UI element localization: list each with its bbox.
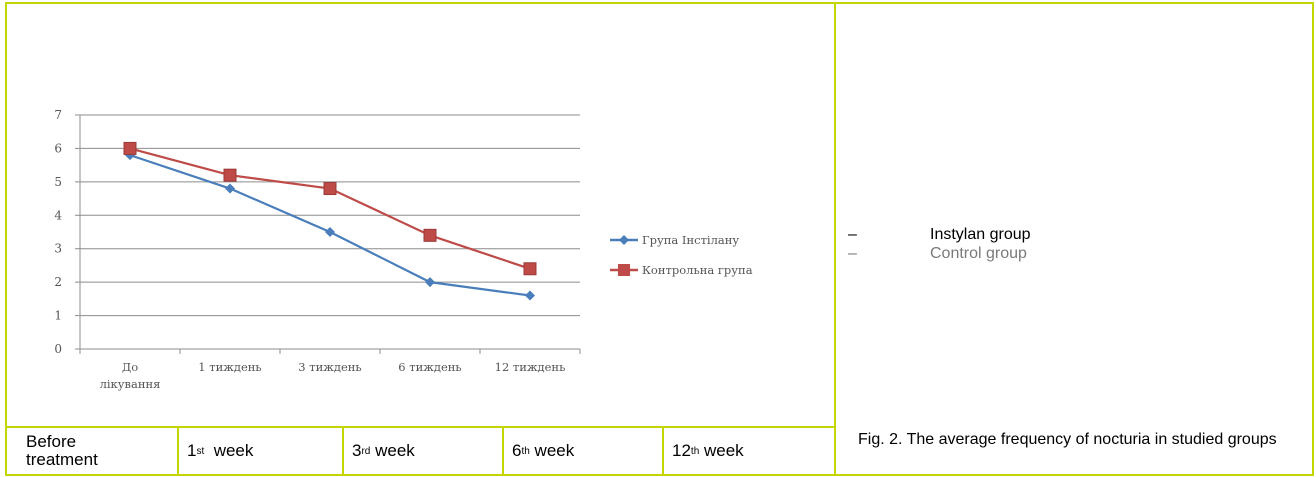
week-num: 6 xyxy=(512,441,522,460)
table-divider-3 xyxy=(502,426,504,476)
legend-marker xyxy=(619,235,629,245)
week-word: week xyxy=(370,441,415,460)
y-tick-label: 3 xyxy=(54,242,62,256)
week-word: week xyxy=(699,441,744,460)
data-point xyxy=(425,277,435,288)
data-point xyxy=(523,262,537,276)
data-point xyxy=(223,168,237,182)
week-num: 1 xyxy=(187,441,197,460)
y-tick-label: 1 xyxy=(54,309,62,323)
week-word: week xyxy=(204,441,254,460)
y-tick-label: 7 xyxy=(54,108,62,122)
legend-en-label: Instylan group xyxy=(930,226,1031,243)
week-num: 3 xyxy=(352,441,362,460)
week-num: 12 xyxy=(672,441,691,460)
table-divider-1 xyxy=(177,426,179,476)
data-point xyxy=(525,290,535,301)
y-tick-label: 6 xyxy=(54,141,62,155)
nocturia-line-chart: 0 1 2 3 4 5 6 7 До лікування 1 тиждень 3 тиждень 6 … xyxy=(54,108,753,391)
legend-label: Група Інстілану xyxy=(642,233,739,247)
legend-marker xyxy=(618,264,630,276)
frame-table-top-border xyxy=(5,426,835,428)
series-line xyxy=(129,154,531,297)
grid-lines xyxy=(80,114,580,317)
week-cell-before: Before treatment xyxy=(18,428,173,474)
week-cell-text: Before treatment xyxy=(26,432,98,469)
frame-left-border xyxy=(5,2,7,476)
legend-en-dash: – xyxy=(848,245,857,262)
frame-divider xyxy=(834,2,836,476)
table-divider-2 xyxy=(342,426,344,476)
x-tick-label: 1 тиждень xyxy=(198,360,261,374)
x-tick-labels: До лікування 1 тиждень 3 тиждень 6 тиждень 12… xyxy=(100,360,566,391)
legend-label: Контрольна група xyxy=(642,263,753,277)
data-point xyxy=(123,141,137,155)
week-ordinal: st xyxy=(196,445,205,457)
legend-en-dash: – xyxy=(848,226,857,243)
y-tick-label: 5 xyxy=(54,175,62,189)
figure-caption: Fig. 2. The average frequency of nocturi… xyxy=(858,431,1277,448)
series-line xyxy=(129,147,531,270)
series-lines xyxy=(123,141,537,301)
week-word: week xyxy=(529,441,575,460)
data-point xyxy=(423,228,437,242)
legend-en-label: Control group xyxy=(930,245,1027,262)
frame-right-border xyxy=(1312,2,1314,476)
x-tick-label: 6 тиждень xyxy=(398,360,461,374)
x-tick-label: До xyxy=(122,360,138,374)
x-tick-label: 3 тиждень xyxy=(298,360,361,374)
week-ordinal: th xyxy=(521,445,530,457)
table-divider-4 xyxy=(662,426,664,476)
y-tick-label: 2 xyxy=(54,275,62,289)
frame-bottom-border xyxy=(5,474,1313,476)
data-point xyxy=(325,227,335,237)
y-tick-labels: 0 1 2 3 4 5 6 7 xyxy=(54,108,62,356)
week-ordinal: th xyxy=(690,445,700,457)
frame-top-border xyxy=(5,2,1313,4)
x-tick-label: лікування xyxy=(100,377,161,391)
data-point xyxy=(225,183,235,194)
y-tick-label: 0 xyxy=(54,342,62,356)
week-ordinal: rd xyxy=(361,445,371,457)
axes xyxy=(75,114,581,354)
x-tick-label: 12 тиждень xyxy=(495,360,566,374)
data-point xyxy=(323,182,337,196)
y-tick-label: 4 xyxy=(54,208,62,222)
chart-legend: Група Інстілану Контрольна група xyxy=(610,233,753,277)
